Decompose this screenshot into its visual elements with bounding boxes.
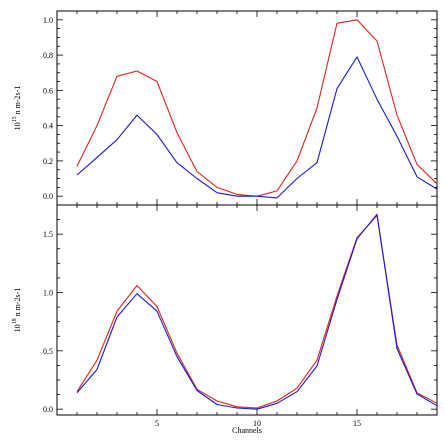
y-tick-label: 1.5: [43, 230, 53, 239]
y-tick-label: 1.0: [43, 289, 53, 298]
y-tick-label: 1.0: [43, 16, 53, 25]
series-line-red: [76, 19, 438, 197]
y-tick-label: 0.0: [43, 405, 53, 414]
y-axis-label: 1018 n m-2s-1: [12, 288, 22, 333]
y-axis-label-unit: n m-2s-1: [13, 288, 22, 319]
plot-frame: [56, 10, 438, 206]
y-tick-label: 0.2: [43, 157, 53, 166]
y-tick-label: 0.8: [43, 51, 53, 60]
y-axis-label-base: 10: [13, 122, 22, 130]
series-line-blue: [76, 56, 438, 199]
x-tick-label: 15: [353, 419, 361, 428]
x-tick-label: 5: [155, 419, 159, 428]
y-tick-label: 0.6: [43, 86, 53, 95]
series-line-red: [76, 214, 438, 409]
y-axis-label-exponent: 15: [12, 116, 18, 122]
y-axis-label-base: 10: [13, 324, 22, 332]
panel-1: 0.0 0.2 0.4 0.6 0.8 1.0 1015 n m-2s-1: [12, 10, 438, 206]
y-axis-label: 1015 n m-2s-1: [12, 86, 22, 131]
y-tick-label: 0.4: [43, 122, 53, 131]
plot-frame: [56, 204, 438, 416]
series-line-blue: [76, 213, 438, 410]
x-tick-label: 10: [253, 419, 261, 428]
y-axis-label-unit: n m-2s-1: [13, 86, 22, 117]
y-axis-label-exponent: 18: [12, 318, 18, 324]
y-tick-label: 0.5: [43, 347, 53, 356]
y-tick-label: 0.0: [43, 192, 53, 201]
x-axis-label: Channels: [232, 426, 262, 435]
